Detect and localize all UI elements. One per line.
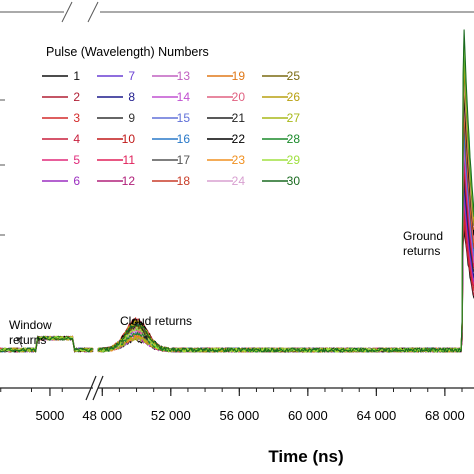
- legend-label-1: 1: [73, 69, 80, 83]
- legend-label-17: 17: [177, 153, 191, 167]
- legend-title: Pulse (Wavelength) Numbers: [46, 45, 209, 59]
- legend-label-21: 21: [232, 111, 246, 125]
- legend-label-11: 11: [123, 153, 136, 167]
- annotation-line: Window: [9, 318, 52, 332]
- legend-label-14: 14: [177, 90, 191, 104]
- x-tick-label: 56 000: [219, 408, 259, 423]
- legend-label-26: 26: [287, 90, 301, 104]
- legend-label-12: 12: [122, 174, 136, 188]
- legend: Pulse (Wavelength) Numbers12345678910111…: [42, 45, 300, 188]
- axis-break-mark: [85, 375, 97, 401]
- plot-frame: [0, 1, 474, 236]
- x-axis: 5000 48 000 52 000 56 000 60 000 64 000 68 000…: [0, 375, 474, 466]
- legend-label-16: 16: [177, 132, 191, 146]
- annotation-window-returns: Window returns: [9, 318, 52, 347]
- x-tick-label: 48 000: [82, 408, 122, 423]
- annotation-line: returns: [403, 244, 440, 258]
- series-line-30: [0, 29, 474, 353]
- annotation-arrowhead-window: [16, 337, 21, 342]
- top-break-mark: [61, 1, 73, 23]
- x-axis-label: Time (ns): [268, 447, 343, 466]
- legend-label-13: 13: [177, 69, 191, 83]
- legend-label-20: 20: [232, 90, 246, 104]
- annotation-line: returns: [9, 333, 46, 347]
- legend-label-23: 23: [232, 153, 246, 167]
- legend-label-18: 18: [177, 174, 191, 188]
- top-break-mark: [87, 1, 99, 23]
- x-tick-label: 52 000: [151, 408, 191, 423]
- legend-label-27: 27: [287, 111, 301, 125]
- legend-label-3: 3: [73, 111, 80, 125]
- legend-label-2: 2: [73, 90, 80, 104]
- legend-label-5: 5: [73, 153, 80, 167]
- legend-label-7: 7: [128, 69, 135, 83]
- legend-label-19: 19: [232, 69, 246, 83]
- annotation-ground-returns: Ground returns: [403, 229, 443, 258]
- legend-label-29: 29: [287, 153, 301, 167]
- axis-break-mark: [92, 375, 104, 401]
- legend-label-15: 15: [177, 111, 191, 125]
- legend-label-4: 4: [73, 132, 80, 146]
- x-tick-label: 60 000: [288, 408, 328, 423]
- x-tick-label: 5000: [35, 408, 64, 423]
- legend-label-30: 30: [287, 174, 301, 188]
- annotation-arrowhead-cloud: [143, 335, 148, 340]
- series-traces: [0, 29, 474, 353]
- annotation-line: Ground: [403, 229, 443, 243]
- legend-label-25: 25: [287, 69, 301, 83]
- legend-label-28: 28: [287, 132, 301, 146]
- x-tick-label: 68 000: [425, 408, 465, 423]
- x-tick-label: 64 000: [356, 408, 396, 423]
- legend-label-10: 10: [122, 132, 136, 146]
- legend-label-22: 22: [232, 132, 246, 146]
- legend-label-6: 6: [73, 174, 80, 188]
- legend-label-9: 9: [128, 111, 135, 125]
- legend-label-8: 8: [128, 90, 135, 104]
- annotation-cloud-returns: Cloud returns: [120, 314, 192, 328]
- legend-label-24: 24: [232, 174, 246, 188]
